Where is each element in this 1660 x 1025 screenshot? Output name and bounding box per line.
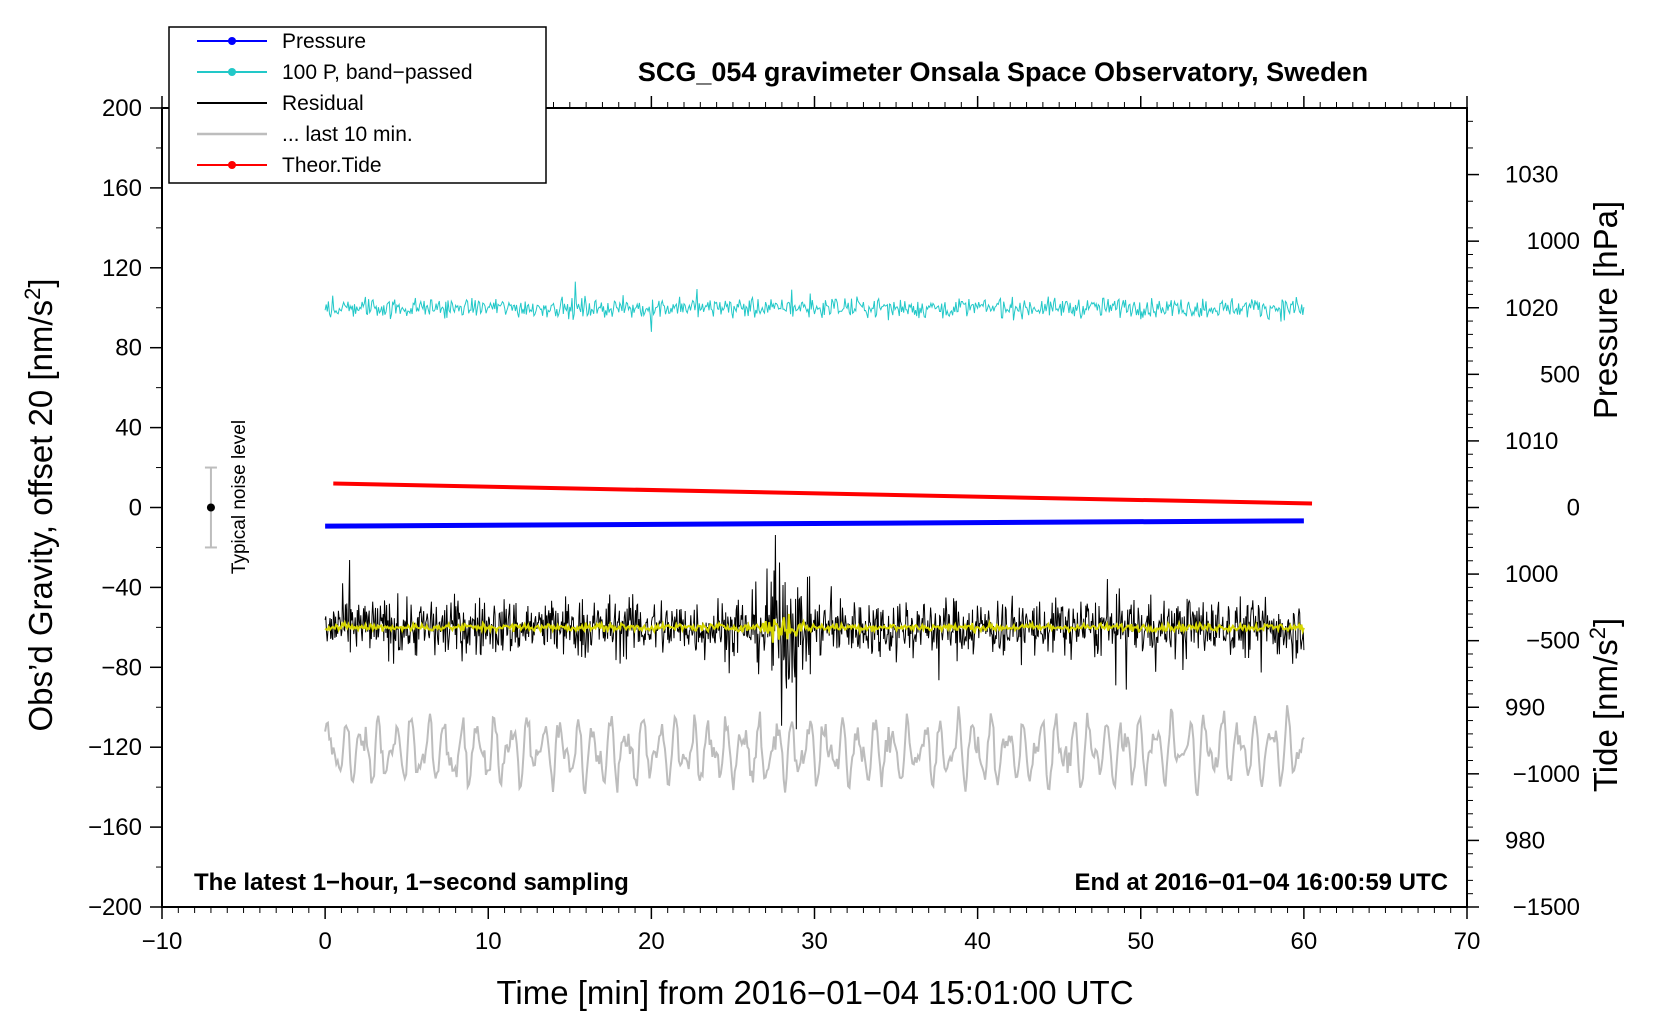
series-pressure [325,518,1304,529]
x-tick-label: 60 [1291,928,1318,955]
y-tick-label: 120 [102,255,142,282]
y-axis-left-label-main: Obs’d Gravity, offset 20 [nm/s [22,300,59,732]
x-tick-label: 30 [801,928,828,955]
pressure-tick-label: 990 [1505,694,1545,721]
y-axis-pressure: 1030 1020 1010 1000 990 980 [1467,120,1558,895]
pressure-tick-label: 1020 [1505,295,1558,322]
tide-tick-label: −500 [1526,628,1580,655]
y-axis-left: 200 160 120 80 40 0 −40 −80 −120 −160 −200 [88,95,162,921]
legend-label: Theor.Tide [282,154,382,177]
x-axis-label: Time [min] from 2016−01−04 15:01:00 UTC [496,974,1133,1011]
x-tick-label: 50 [1127,928,1154,955]
y-tick-label: −80 [101,654,142,681]
x-tick-label: −10 [142,928,183,955]
tide-tick-label: 500 [1540,361,1580,388]
x-tick-label: 0 [318,928,331,955]
y-tick-label: 200 [102,95,142,122]
pressure-tick-label: 1030 [1505,162,1558,189]
y-axis-tide-label-end: ] [1587,618,1624,627]
y-tick-label: 40 [115,415,142,442]
y-tick-label: −40 [101,574,142,601]
y-axis-tide-label-sup: 2 [1585,627,1610,639]
y-tick-label: 160 [102,175,142,202]
plot-frame [161,107,1468,908]
pressure-tick-label: 1000 [1505,561,1558,588]
legend-marker [228,68,236,76]
series-residual [324,534,1305,730]
tide-tick-label: 1000 [1527,228,1580,255]
legend-marker [228,161,236,169]
legend-box [168,26,547,184]
noise-indicator [204,466,217,549]
x-tick-label: 20 [638,928,665,955]
series-last-10-min [324,705,1305,797]
legend-label: Residual [282,92,364,115]
series-residual-smoothed [324,613,1305,643]
y-axis-tide-label-main: Tide [nm/s [1587,639,1624,792]
noise-bar-center [206,503,215,512]
noise-label: Typical noise level [229,420,250,574]
tide-tick-label: 0 [1567,495,1580,522]
tide-tick-label: −1000 [1513,761,1580,788]
legend-label: Pressure [282,30,366,53]
tide-tick-label: −1500 [1513,894,1580,921]
y-axis-left-label-end: ] [22,278,59,287]
y-tick-label: −200 [88,894,142,921]
chart-title: SCG_054 gravimeter Onsala Space Observat… [638,57,1368,87]
y-axis-tide-label: Tide [nm/s2] [1585,618,1624,792]
legend-label: 100 P, band−passed [282,61,473,84]
legend: Pressure 100 P, band−passed Residual ... la… [168,26,547,184]
y-axis-left-label-sup: 2 [20,288,45,300]
y-axis-left-label: Obs’d Gravity, offset 20 [nm/s2] [20,278,59,731]
annotation-sampling: The latest 1−hour, 1−second sampling [194,869,629,896]
legend-label: ... last 10 min. [282,123,413,146]
series-group [324,281,1313,797]
x-tick-label: 10 [475,928,502,955]
annotation-end-time: End at 2016−01−04 16:00:59 UTC [1074,869,1448,896]
pressure-tick-label: 1010 [1505,428,1558,455]
x-axis: −10 0 10 20 30 40 50 60 70 [142,96,1481,955]
legend-marker [228,37,236,45]
y-tick-label: 0 [129,495,142,522]
y-axis-pressure-label: Pressure [hPa] [1587,201,1624,419]
x-tick-label: 40 [964,928,991,955]
x-tick-label: 70 [1454,928,1481,955]
y-tick-label: −120 [88,734,142,761]
series-theor-tide [333,481,1313,506]
y-tick-label: −160 [88,814,142,841]
y-tick-label: 80 [115,335,142,362]
y-axis-tide: 1000 500 0 −500 −1000 −1500 [1467,228,1580,921]
series-band-passed [324,281,1305,332]
pressure-tick-label: 980 [1505,827,1545,854]
